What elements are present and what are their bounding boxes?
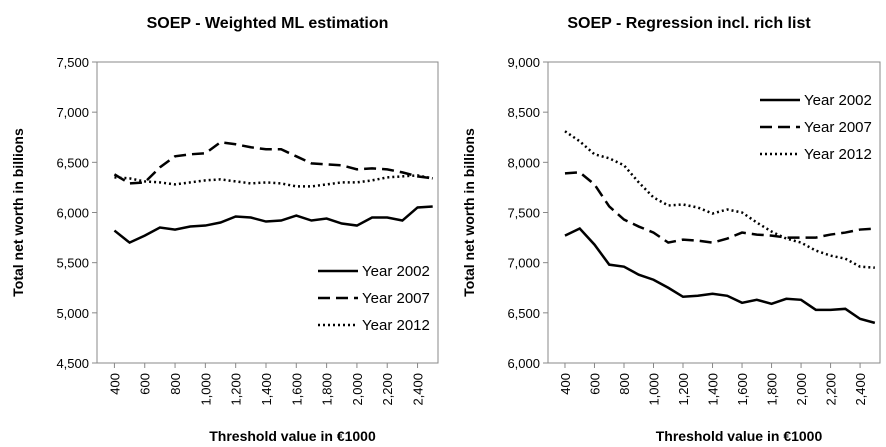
x-tick-label: 2,400 xyxy=(853,373,868,406)
series-line xyxy=(564,171,875,244)
x-tick-label: 1,000 xyxy=(647,373,662,406)
series-line xyxy=(114,174,433,188)
y-axis-label: Total net worth in billions xyxy=(10,128,26,297)
y-tick-label: 7,500 xyxy=(507,206,540,221)
x-tick-label: 2,000 xyxy=(350,373,365,406)
y-tick-label: 7,000 xyxy=(507,256,540,271)
x-tick-label: 1,200 xyxy=(676,373,691,406)
y-tick-label: 7,000 xyxy=(56,105,89,120)
y-tick-label: 5,500 xyxy=(56,256,89,271)
y-axis-label: Total net worth in billions xyxy=(461,128,477,297)
x-tick-label: 2,000 xyxy=(794,373,809,406)
x-tick-label: 800 xyxy=(168,373,183,395)
x-tick-label: 2,400 xyxy=(411,373,426,406)
y-tick-label: 8,500 xyxy=(507,105,540,120)
legend-label: Year 2012 xyxy=(362,317,430,334)
x-tick-label: 600 xyxy=(138,373,153,395)
legend-label: Year 2012 xyxy=(804,146,872,163)
y-tick-label: 6,500 xyxy=(56,155,89,170)
x-tick-label: 800 xyxy=(617,373,632,395)
x-tick-label: 2,200 xyxy=(380,373,395,406)
x-tick-label: 2,200 xyxy=(824,373,839,406)
x-tick-label: 400 xyxy=(107,373,122,395)
x-axis-label: Threshold value in €1000 xyxy=(656,428,823,444)
x-tick-label: 1,600 xyxy=(735,373,750,406)
x-tick-label: 1,400 xyxy=(259,373,274,406)
x-tick-label: 1,000 xyxy=(198,373,213,406)
legend-label: Year 2002 xyxy=(804,92,872,109)
x-tick-label: 600 xyxy=(587,373,602,395)
legend-label: Year 2002 xyxy=(362,263,430,280)
x-tick-label: 1,400 xyxy=(706,373,721,406)
y-tick-label: 4,500 xyxy=(56,356,89,371)
x-tick-label: 1,200 xyxy=(229,373,244,406)
y-tick-label: 7,500 xyxy=(56,55,89,70)
x-tick-label: 400 xyxy=(558,373,573,395)
y-tick-label: 5,000 xyxy=(56,306,89,321)
x-tick-label: 1,800 xyxy=(320,373,335,406)
y-tick-label: 9,000 xyxy=(507,55,540,70)
x-tick-label: 1,800 xyxy=(765,373,780,406)
series-line xyxy=(113,140,433,185)
series-line xyxy=(564,227,876,325)
y-tick-label: 6,000 xyxy=(56,206,89,221)
chart-title: SOEP - Regression incl. rich list xyxy=(567,15,811,32)
y-tick-label: 8,000 xyxy=(507,155,540,170)
series-line xyxy=(564,130,875,269)
series-line xyxy=(113,205,433,245)
y-tick-label: 6,500 xyxy=(507,306,540,321)
legend-label: Year 2007 xyxy=(804,119,872,136)
chart-title: SOEP - Weighted ML estimation xyxy=(147,15,389,32)
y-tick-label: 6,000 xyxy=(507,356,540,371)
x-axis-label: Threshold value in €1000 xyxy=(209,428,376,444)
x-tick-label: 1,600 xyxy=(289,373,304,406)
legend-label: Year 2007 xyxy=(362,290,430,307)
